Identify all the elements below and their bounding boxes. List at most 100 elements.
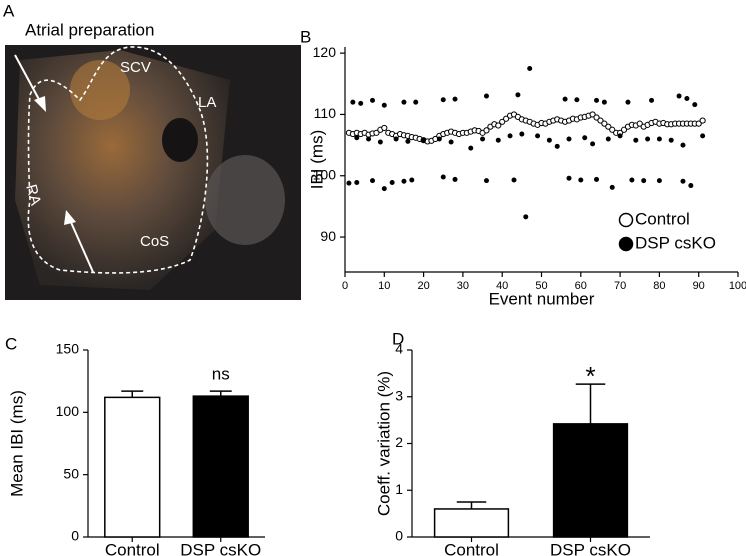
x-tick-label: Control <box>105 540 160 556</box>
x-tick-label: 80 <box>653 280 665 292</box>
x-tick-label: 0 <box>342 280 348 292</box>
data-point <box>554 143 560 149</box>
y-tick-label: 0 <box>395 528 403 544</box>
data-point <box>620 126 628 133</box>
data-point <box>381 186 387 192</box>
y-tick-label: 100 <box>56 403 80 419</box>
data-point <box>381 124 388 132</box>
bar <box>552 423 629 538</box>
data-point <box>436 136 442 142</box>
error-bar <box>209 390 232 397</box>
data-point <box>373 129 380 136</box>
x-tick-label: 70 <box>614 280 626 292</box>
data-point <box>452 176 458 182</box>
data-point <box>656 136 662 142</box>
data-point <box>413 99 419 105</box>
y-tick-label: 110 <box>314 105 337 121</box>
data-point <box>605 136 611 142</box>
data-point <box>590 141 596 147</box>
data-point <box>605 123 612 130</box>
data-point <box>546 137 552 143</box>
panel-label: C <box>5 334 17 353</box>
x-tick-label: 40 <box>496 280 508 292</box>
data-point <box>629 177 635 183</box>
x-tick-label: 30 <box>457 280 469 292</box>
data-point <box>366 136 372 142</box>
data-point <box>601 99 607 105</box>
data-point <box>350 99 356 105</box>
structure-label: SCV <box>120 59 151 76</box>
photo <box>5 45 301 300</box>
data-point <box>495 122 502 129</box>
panel-label: A <box>3 1 15 20</box>
x-axis-label: Event number <box>489 289 595 308</box>
data-point <box>594 97 600 103</box>
structure-label: RA <box>22 183 44 208</box>
data-point <box>633 137 639 143</box>
x-tick-label: 100 <box>729 280 746 292</box>
data-point <box>354 179 360 185</box>
data-point <box>409 177 415 183</box>
data-point <box>523 214 529 220</box>
data-point <box>519 131 525 137</box>
data-point <box>370 97 376 103</box>
data-point <box>480 136 486 142</box>
data-point <box>578 177 584 183</box>
data-point <box>452 96 458 102</box>
x-tick-label: DSP csKO <box>180 540 261 556</box>
data-point <box>401 99 407 105</box>
y-tick-label: 4 <box>395 341 403 357</box>
annotation: ns <box>212 365 230 384</box>
data-point <box>699 117 706 124</box>
data-point <box>503 115 510 122</box>
data-point <box>625 99 631 105</box>
data-point <box>676 93 682 99</box>
data-point <box>515 92 521 98</box>
data-point <box>535 133 541 139</box>
y-tick-label: 3 <box>395 387 403 403</box>
bar <box>433 508 510 538</box>
data-point <box>448 139 454 145</box>
data-point <box>692 102 698 108</box>
data-point <box>566 175 572 181</box>
y-tick-label: 0 <box>71 528 79 544</box>
data-point <box>617 133 623 139</box>
data-point <box>358 100 364 106</box>
data-point <box>421 137 427 143</box>
data-point <box>656 178 662 184</box>
x-tick-label: 50 <box>535 280 547 292</box>
data-point <box>601 120 608 127</box>
data-point <box>401 178 407 184</box>
data-point <box>483 93 489 99</box>
data-point <box>562 96 568 102</box>
y-axis-label: Coeff. variation (%) <box>374 371 393 516</box>
data-point <box>680 178 686 184</box>
legend-label: DSP csKO <box>635 233 716 252</box>
photo-title: Atrial preparation <box>25 20 154 39</box>
data-point <box>566 136 572 142</box>
x-tick-label: DSP csKO <box>550 540 631 556</box>
data-point <box>695 120 702 127</box>
panel-label: B <box>300 27 311 46</box>
y-axis-label: Mean IBI (ms) <box>7 390 26 497</box>
data-point <box>636 120 643 127</box>
data-point <box>483 178 489 184</box>
legend-marker <box>618 212 634 228</box>
data-point <box>381 102 387 108</box>
error-bar <box>121 390 144 398</box>
data-point <box>589 111 596 118</box>
data-point <box>645 136 651 142</box>
y-tick-label: 150 <box>56 341 80 357</box>
data-point <box>700 133 706 139</box>
data-point <box>354 135 360 141</box>
data-point <box>609 184 615 190</box>
data-point <box>507 133 513 139</box>
data-point <box>377 139 383 145</box>
data-point <box>527 65 533 71</box>
error-bar <box>456 501 487 509</box>
data-point <box>393 136 399 142</box>
bar <box>192 395 249 538</box>
data-point <box>582 135 588 141</box>
data-point <box>440 97 446 103</box>
